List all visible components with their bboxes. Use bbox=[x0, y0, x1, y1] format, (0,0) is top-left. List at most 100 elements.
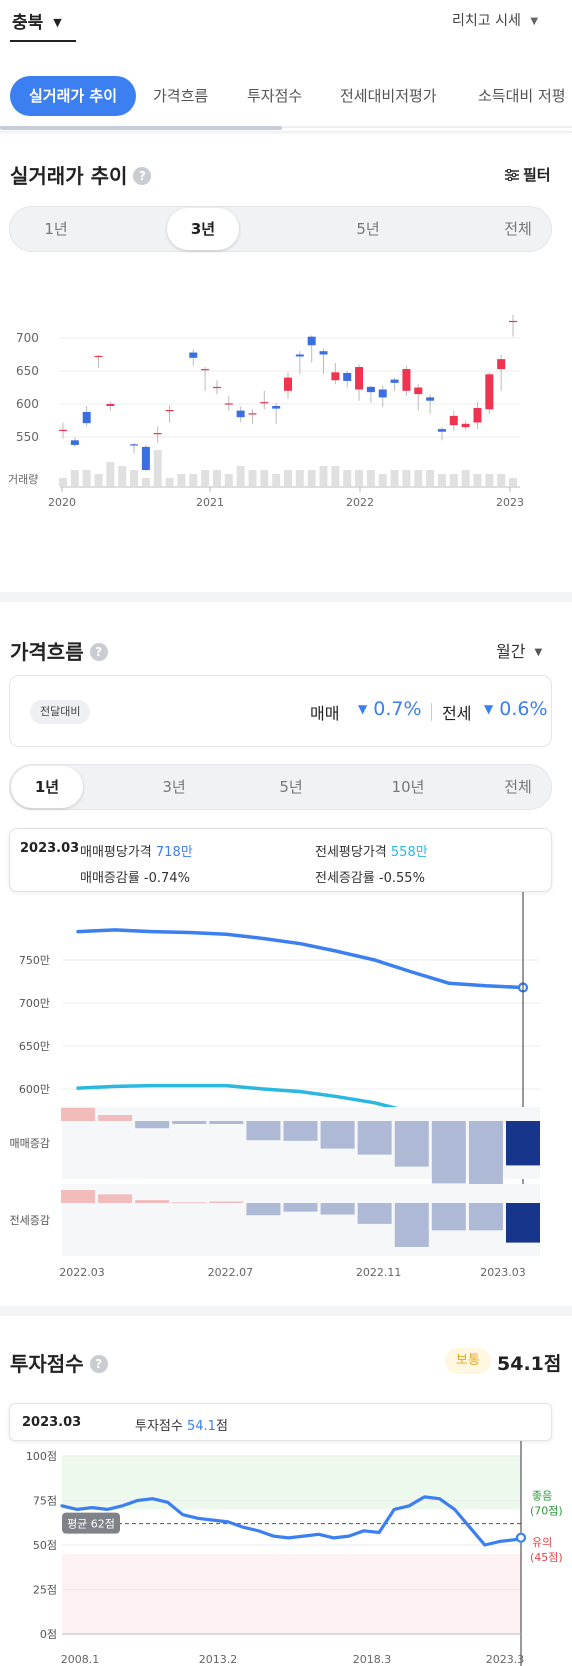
filter-button[interactable]: 필터 bbox=[505, 164, 551, 185]
good-value: (70점) bbox=[530, 1504, 563, 1517]
volume-bar bbox=[272, 474, 281, 486]
candle-body bbox=[437, 429, 446, 432]
bar-panel-label: 매매증감 bbox=[10, 1137, 50, 1150]
y-tick-label: 25점 bbox=[33, 1584, 57, 1597]
y-tick-label: 750만 bbox=[19, 954, 50, 967]
candle-body bbox=[343, 372, 352, 381]
trade-period-1y[interactable]: 1년 bbox=[44, 220, 68, 238]
change-bar bbox=[172, 1202, 207, 1204]
volume-bar bbox=[331, 466, 340, 486]
change-bar bbox=[468, 1203, 503, 1231]
candle-body bbox=[449, 415, 458, 426]
trade-period-all[interactable]: 전체 bbox=[504, 220, 532, 238]
volume-bar bbox=[212, 470, 221, 486]
volume-bar bbox=[378, 474, 387, 486]
y-tick-label: 600 bbox=[16, 397, 39, 411]
candle-body bbox=[319, 351, 328, 355]
change-bar bbox=[506, 1121, 540, 1166]
triangle-down-icon: ▼ bbox=[358, 702, 368, 716]
selected-period-indicator bbox=[11, 766, 83, 808]
trade-period-5y[interactable]: 5년 bbox=[356, 220, 380, 238]
volume-bar bbox=[402, 470, 411, 486]
trade-candle-chart[interactable]: 700 650 600 550 거래량 2020 2021 2022 2023 bbox=[0, 300, 572, 530]
y-tick-label: 700 bbox=[16, 331, 39, 345]
candle-body bbox=[414, 387, 423, 395]
tab-trade-trend[interactable]: 실거래가 추이 bbox=[10, 76, 136, 116]
candle-body bbox=[189, 352, 198, 358]
flow-period-3y[interactable]: 3년 bbox=[162, 778, 186, 796]
volume-bar bbox=[236, 466, 245, 486]
sale-change-value: ▼ 0.7% bbox=[358, 698, 422, 720]
change-bar bbox=[357, 1121, 392, 1155]
selected-period-indicator bbox=[167, 208, 239, 250]
change-bar bbox=[283, 1121, 318, 1141]
divider bbox=[431, 703, 432, 721]
candle-body bbox=[366, 386, 375, 393]
volume-bar bbox=[497, 474, 506, 486]
volume-bar bbox=[224, 474, 233, 486]
score-section-title: 투자점수? bbox=[10, 1348, 108, 1377]
flow-period-1y[interactable]: 1년 bbox=[34, 778, 60, 796]
flow-title-text: 가격흐름 bbox=[10, 640, 84, 664]
trade-period-3y[interactable]: 3년 bbox=[190, 220, 216, 238]
x-tick-label: 2022.11 bbox=[356, 1266, 402, 1279]
section-divider bbox=[0, 1306, 572, 1316]
help-icon[interactable]: ? bbox=[89, 1355, 108, 1373]
change-bar bbox=[320, 1121, 355, 1149]
invest-score-chart[interactable]: 100점 75점 50점 25점 0점 평균 62점 좋음 (70점) 유의 (45점) 2008.… bbox=[0, 1441, 572, 1666]
flow-period-5y[interactable]: 5년 bbox=[279, 778, 303, 796]
score-tooltip-value: 54.1 bbox=[186, 1419, 216, 1434]
score-tooltip-label: 투자점수 bbox=[135, 1419, 183, 1434]
compare-badge: 전달대비 bbox=[30, 700, 91, 724]
x-tick-label: 2022 bbox=[346, 496, 374, 509]
volume-bar bbox=[366, 470, 375, 486]
candle-body bbox=[402, 369, 411, 391]
help-icon[interactable]: ? bbox=[89, 643, 108, 661]
x-tick-label: 2008.1 bbox=[61, 1653, 100, 1666]
y-tick-label: 600만 bbox=[19, 1083, 50, 1096]
candle-body bbox=[141, 446, 150, 470]
change-bar bbox=[135, 1200, 170, 1203]
price-line bbox=[76, 928, 525, 990]
flow-period-10y[interactable]: 10년 bbox=[391, 778, 425, 796]
volume-bar bbox=[94, 474, 103, 486]
tab-bar: 실거래가 추이 가격흐름 투자점수 전세대비저평가 소득대비 저평 bbox=[0, 72, 572, 130]
volume-bar bbox=[449, 474, 458, 486]
change-bar bbox=[283, 1203, 318, 1212]
sale-change-label: 매매 bbox=[310, 704, 340, 723]
candle-body bbox=[378, 389, 387, 398]
flow-period-all[interactable]: 전체 bbox=[504, 778, 532, 796]
tab-price-flow[interactable]: 가격흐름 bbox=[153, 87, 209, 105]
volume-bar bbox=[189, 474, 198, 486]
change-bar bbox=[468, 1121, 503, 1186]
candle-body bbox=[70, 440, 79, 445]
flow-period-dropdown[interactable]: 월간 ▼ bbox=[496, 638, 542, 662]
good-label: 좋음 bbox=[532, 1489, 552, 1502]
change-bar bbox=[431, 1203, 466, 1231]
tab-invest-score[interactable]: 투자점수 bbox=[247, 87, 303, 105]
bar-panel-label: 전세증감 bbox=[10, 1214, 50, 1227]
x-tick-label: 2022.03 bbox=[59, 1266, 105, 1279]
candle-body bbox=[473, 407, 482, 423]
region-selector[interactable]: 충북 ▼ bbox=[12, 8, 62, 38]
score-title-text: 투자점수 bbox=[10, 1352, 84, 1376]
volume-bar bbox=[70, 470, 79, 486]
caution-zone bbox=[62, 1553, 521, 1634]
tab-scrollbar[interactable] bbox=[0, 126, 282, 130]
tab-shadow bbox=[0, 131, 572, 135]
jeonse-rate: 전세증감률 -0.55% bbox=[315, 871, 425, 886]
volume-bar bbox=[106, 462, 115, 486]
section-divider bbox=[0, 592, 572, 602]
trade-section-title: 실거래가 추이? bbox=[10, 160, 152, 189]
volume-bar bbox=[177, 474, 186, 486]
sale-avg-label: 매매평당가격 bbox=[80, 845, 152, 860]
change-bar bbox=[320, 1203, 355, 1215]
tab-income-undervalue[interactable]: 소득대비 저평 bbox=[478, 87, 566, 105]
price-source-selector[interactable]: 리치고 시세 ▼ bbox=[452, 10, 538, 30]
help-icon[interactable]: ? bbox=[133, 167, 152, 185]
volume-bar bbox=[165, 478, 174, 486]
volume-bar bbox=[414, 470, 423, 486]
filter-label: 필터 bbox=[523, 166, 551, 184]
tab-jeonse-undervalue[interactable]: 전세대비저평가 bbox=[340, 87, 437, 105]
